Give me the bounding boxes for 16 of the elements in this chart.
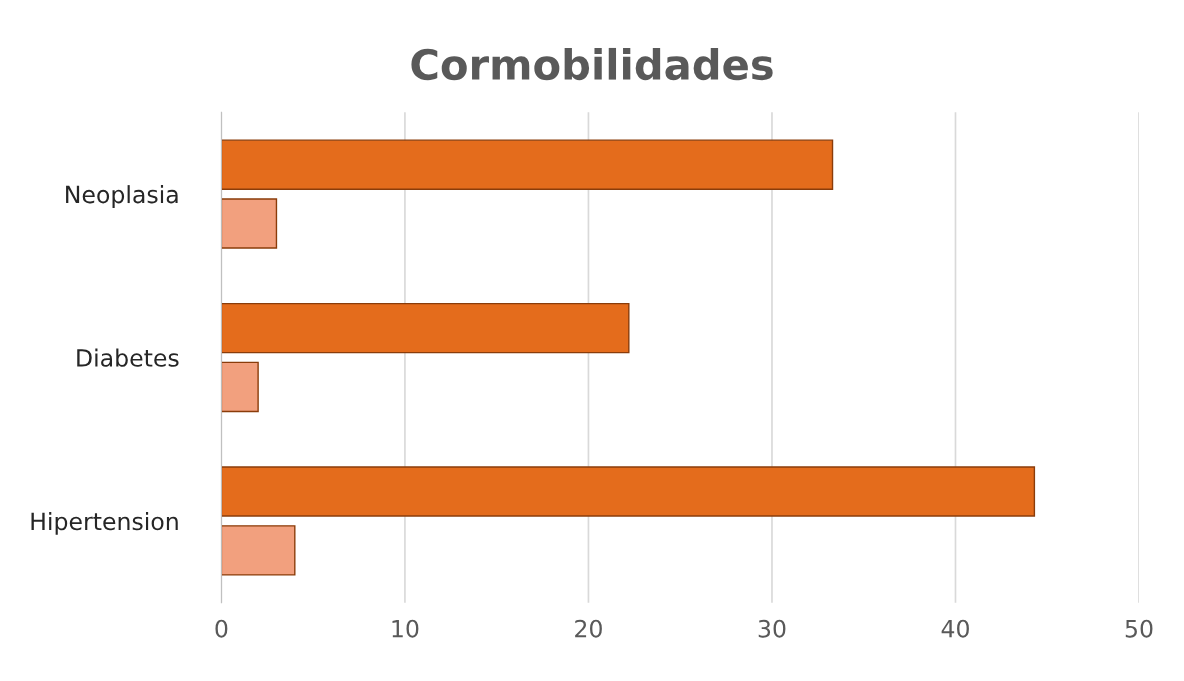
x-tick-label: 10 [392, 619, 419, 638]
x-tick-label: 0 [215, 619, 228, 638]
bar [221, 525, 296, 576]
y-tick-label: Diabetes [77, 348, 179, 367]
x-tick-label: 30 [758, 619, 786, 638]
x-tick-label: 20 [575, 619, 602, 638]
bar [221, 361, 259, 413]
bar [221, 466, 1036, 517]
x-tick-label: 40 [941, 619, 969, 638]
x-tick-label: 50 [1125, 619, 1153, 638]
chart-title: Cormobilidades [411, 47, 773, 81]
bar [221, 302, 630, 354]
y-tick-label: Hipertension [31, 511, 178, 535]
bar [221, 139, 834, 190]
bar [221, 198, 278, 249]
y-tick-label: Neoplasia [66, 185, 178, 208]
